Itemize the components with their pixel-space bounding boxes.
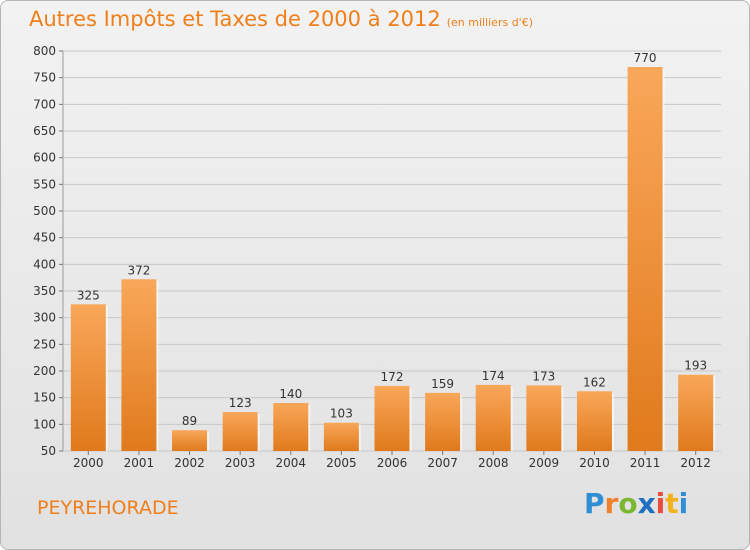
y-tick-label: 400 — [33, 257, 56, 271]
bar-value-label: 140 — [279, 387, 302, 401]
y-tick-label: 350 — [33, 284, 56, 298]
bar — [475, 384, 511, 451]
title-text: Autres Impôts et Taxes de 2000 à 2012 — [29, 7, 441, 31]
bar — [323, 422, 359, 451]
bar-value-label: 372 — [127, 263, 150, 277]
y-tick-label: 600 — [33, 151, 56, 165]
commune-name: PEYREHORADE — [37, 497, 179, 519]
unit-label: (en milliers d'€) — [446, 16, 533, 29]
bar — [576, 391, 612, 451]
bar-value-label: 159 — [431, 377, 454, 391]
y-tick-label: 300 — [33, 311, 56, 325]
proxiti-logo: Proxiti — [584, 487, 689, 520]
x-tick-label: 2002 — [174, 456, 205, 470]
bar-value-label: 173 — [532, 369, 555, 383]
bar — [172, 430, 208, 451]
y-tick-label: 250 — [33, 337, 56, 351]
bar — [374, 385, 410, 451]
y-tick-label: 200 — [33, 364, 56, 378]
x-tick-label: 2008 — [478, 456, 509, 470]
bar — [526, 385, 562, 451]
bar-value-label: 123 — [229, 396, 252, 410]
y-tick-label: 100 — [33, 417, 56, 431]
y-tick-label: 500 — [33, 204, 56, 218]
bar-value-label: 162 — [583, 375, 606, 389]
bar-value-label: 193 — [684, 359, 707, 373]
bar-value-label: 89 — [182, 414, 197, 428]
x-tick-label: 2007 — [427, 456, 458, 470]
bar — [222, 412, 258, 451]
bar-value-label: 325 — [77, 288, 100, 302]
bar — [121, 279, 157, 451]
bar — [627, 67, 663, 451]
y-tick-label: 750 — [33, 71, 56, 85]
x-tick-label: 2005 — [326, 456, 357, 470]
y-tick-label: 150 — [33, 391, 56, 405]
x-tick-label: 2001 — [124, 456, 155, 470]
y-tick-label: 50 — [41, 444, 56, 458]
y-tick-label: 700 — [33, 97, 56, 111]
x-tick-label: 2010 — [579, 456, 610, 470]
x-tick-label: 2004 — [275, 456, 306, 470]
bar-value-label: 770 — [634, 51, 657, 65]
bar — [425, 392, 461, 451]
chart-title: Autres Impôts et Taxes de 2000 à 2012 (en… — [29, 7, 533, 31]
bar-value-label: 174 — [482, 369, 505, 383]
y-tick-label: 450 — [33, 231, 56, 245]
y-tick-label: 550 — [33, 177, 56, 191]
y-tick-label: 650 — [33, 124, 56, 138]
bar-value-label: 103 — [330, 407, 353, 421]
x-tick-label: 2003 — [225, 456, 256, 470]
bar — [273, 403, 309, 451]
y-tick-label: 800 — [33, 44, 56, 58]
x-tick-label: 2012 — [680, 456, 711, 470]
x-tick-label: 2000 — [73, 456, 104, 470]
x-tick-label: 2009 — [529, 456, 560, 470]
bar — [678, 374, 714, 451]
x-tick-label: 2011 — [630, 456, 661, 470]
bar-value-label: 172 — [381, 370, 404, 384]
x-tick-label: 2006 — [377, 456, 408, 470]
bar — [70, 304, 106, 451]
